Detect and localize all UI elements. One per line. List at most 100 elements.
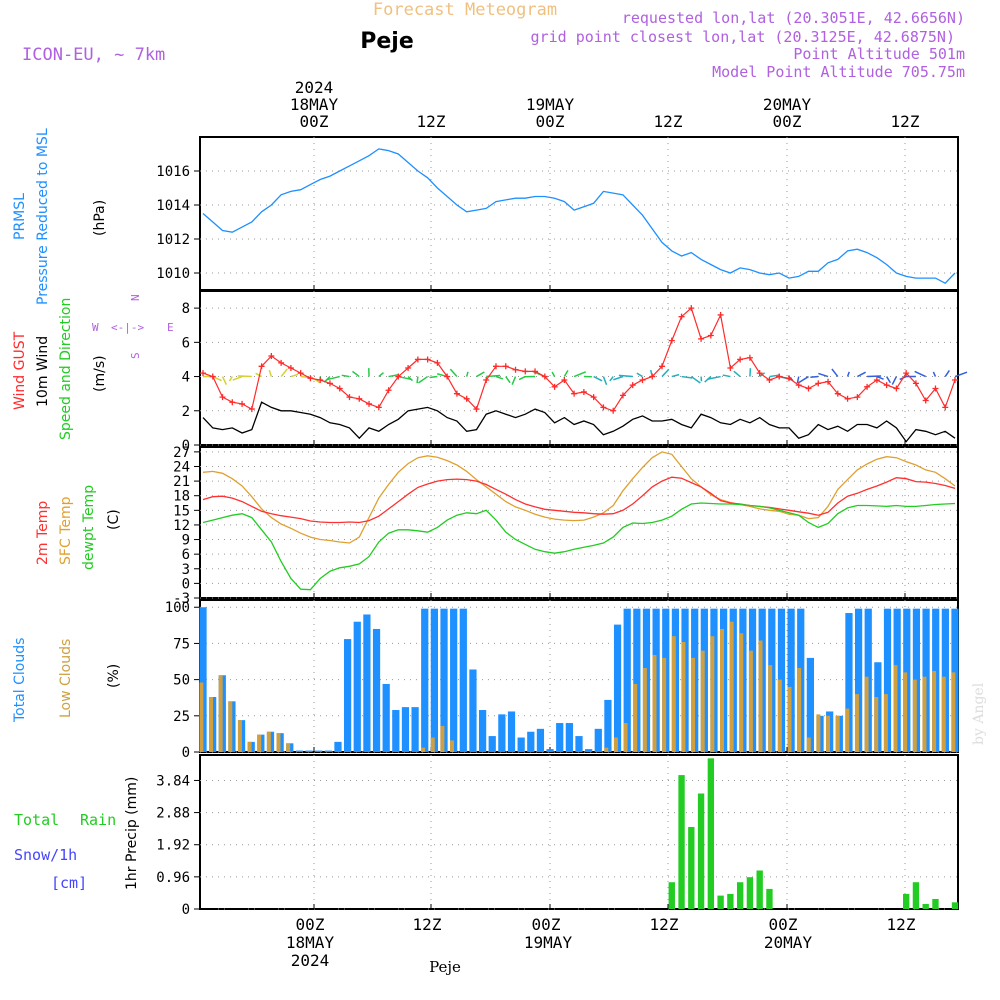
low-clouds-bar <box>835 715 840 752</box>
low-clouds-bar <box>816 714 821 752</box>
low-clouds-bar <box>237 720 242 752</box>
wind-direction-arrow <box>505 376 511 384</box>
footer-location: Peje <box>429 958 461 976</box>
wind-speed-dir-label: Speed and Direction <box>58 298 74 440</box>
gust-marker <box>629 382 636 389</box>
gust-marker <box>346 394 353 401</box>
gust-marker <box>473 406 480 413</box>
total-clouds-bar <box>613 624 622 752</box>
compass-arrow: <-|-> <box>111 321 144 334</box>
total-clouds-bar <box>344 639 352 752</box>
rain-bar <box>717 895 724 909</box>
total-clouds-bar <box>450 608 458 752</box>
wind-direction-arrow <box>636 372 643 378</box>
bottom-tick-label: 12Z <box>413 915 442 934</box>
gust-marker <box>932 385 939 392</box>
total-clouds-bar <box>854 608 863 752</box>
gust-marker <box>864 383 871 390</box>
low-clouds-bar <box>450 740 455 752</box>
cloud-labels: Total Clouds Low Clouds (%) <box>12 638 122 723</box>
top-date-2: 20MAY <box>763 95 812 114</box>
top-tick-label: 00Z <box>536 112 565 131</box>
low-clouds-bar <box>864 676 869 752</box>
wind-unit: (m/s) <box>92 355 108 392</box>
low-clouds-bar <box>874 696 879 752</box>
total-clouds-bar <box>440 608 448 752</box>
wind-speed-line <box>202 401 956 443</box>
wind-direction-arrow <box>290 373 299 378</box>
low-clouds-bar <box>932 670 937 752</box>
wind-direction-arrow <box>563 369 569 377</box>
gust-marker <box>483 376 490 383</box>
y-tick-label: 6 <box>182 547 190 563</box>
wind-direction-arrow <box>495 375 504 380</box>
wind-panel: 0 2 4 6 8 <box>182 290 968 454</box>
wind-direction-arrow <box>551 371 556 377</box>
panel-frame <box>199 136 959 291</box>
gust-marker <box>219 394 226 401</box>
gust-marker <box>727 365 734 371</box>
y-tick-label: 27 <box>173 445 190 461</box>
low-clouds-bar <box>758 640 763 752</box>
wind-direction-arrow <box>681 375 693 379</box>
low-clouds-bar <box>430 737 435 752</box>
top-date-0: 18MAY <box>290 95 339 114</box>
rain-bar <box>766 888 773 909</box>
y-tick-label: 100 <box>165 600 190 616</box>
gust-marker <box>952 376 958 383</box>
prmsl-desc-label: Pressure Reduced to MSL <box>35 128 51 305</box>
total-clouds-bar <box>305 750 313 752</box>
gust-marker <box>756 370 763 377</box>
gust-marker <box>873 376 880 383</box>
gust-marker <box>463 395 470 402</box>
compass-w: W <box>92 321 99 334</box>
wind-direction-arrow <box>846 371 850 377</box>
low-clouds-bar <box>700 650 705 752</box>
gust-marker <box>883 382 890 389</box>
temp-2m-line <box>202 476 956 524</box>
low-clouds-bar <box>209 696 214 752</box>
compass-e: E <box>167 321 174 334</box>
rain-bar <box>707 758 715 909</box>
wind-direction-arrow <box>280 368 288 378</box>
gust-line <box>202 307 956 412</box>
y-tick-label: 50 <box>173 673 190 689</box>
sfc-temp-line <box>202 451 956 544</box>
total-clouds-bar <box>382 683 390 752</box>
gust-marker <box>405 365 412 371</box>
gust-marker <box>375 404 382 411</box>
gust-marker <box>766 376 773 383</box>
wind-direction-arrow <box>212 375 222 382</box>
sfc-temp-label: SFC Temp <box>58 496 74 565</box>
panel-frame <box>199 599 959 753</box>
wind-direction-arrow <box>876 375 884 380</box>
bottom-date-2: 20MAY <box>764 933 813 952</box>
low-clouds-bar <box>681 641 686 752</box>
low-clouds-bar <box>777 679 782 752</box>
rain-bar <box>922 903 929 909</box>
total-clouds-bar <box>363 614 371 752</box>
wind-direction-arrow <box>618 374 633 378</box>
compass-n: N <box>129 294 142 301</box>
gust-marker <box>854 394 861 401</box>
wind-direction-arrow <box>465 371 469 377</box>
total-clouds-bar <box>315 750 323 752</box>
low-clouds-bar <box>691 657 696 752</box>
gust-marker <box>737 356 744 363</box>
total-clouds-bar <box>459 608 467 752</box>
bottom-date-0: 18MAY <box>286 933 335 952</box>
low-clouds-bar <box>893 665 898 752</box>
gust-marker <box>922 397 929 404</box>
bottom-tick-label: 00Z <box>532 915 561 934</box>
gust-marker <box>746 354 753 361</box>
rain-bar <box>756 870 763 909</box>
wind-direction-arrow <box>388 373 400 378</box>
wind-direction-arrow <box>914 370 927 378</box>
rain-bar <box>736 882 744 909</box>
low-clouds-bar <box>440 725 445 752</box>
precip-labels: Total Rain Snow/1h [cm] 1hr Precip (mm) <box>14 777 140 892</box>
wind-direction-arrow <box>831 368 839 378</box>
total-clouds-bar <box>469 669 477 752</box>
wind10-label: 10m Wind <box>35 336 51 407</box>
bottom-tick-label: 00Z <box>769 915 798 934</box>
